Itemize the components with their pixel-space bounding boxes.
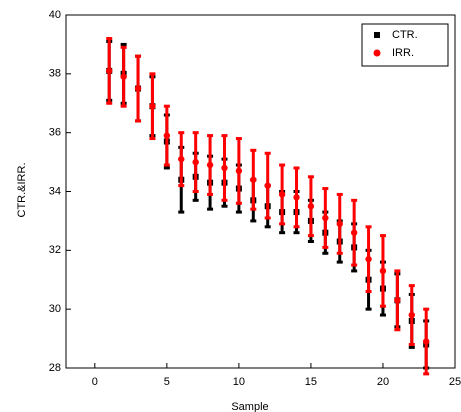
- y-tick-label: 40: [49, 9, 61, 21]
- x-tick-label: 15: [305, 376, 317, 388]
- marker: [206, 161, 214, 169]
- y-tick-label: 32: [49, 244, 61, 256]
- marker: [163, 132, 171, 139]
- marker: [134, 85, 142, 92]
- marker: [322, 214, 329, 222]
- x-tick-label: 10: [233, 376, 245, 388]
- marker: [293, 194, 300, 201]
- y-tick-label: 28: [49, 362, 61, 374]
- marker: [106, 67, 113, 75]
- legend-label: IRR.: [392, 47, 414, 59]
- marker: [307, 203, 315, 210]
- y-axis-label: CTR.&IRR.: [16, 163, 28, 218]
- y-tick-label: 38: [49, 68, 61, 80]
- legend-marker: [373, 49, 381, 57]
- y-tick-label: 30: [49, 303, 61, 315]
- marker: [379, 267, 387, 275]
- marker: [408, 311, 415, 319]
- marker: [394, 297, 401, 304]
- marker: [365, 255, 372, 263]
- legend-label: CTR.: [392, 29, 418, 41]
- marker: [336, 220, 343, 228]
- marker: [350, 229, 358, 236]
- marker: [422, 338, 430, 345]
- legend-box: [361, 23, 449, 67]
- legend-marker: [374, 32, 380, 38]
- marker: [250, 176, 257, 183]
- x-tick-label: 20: [377, 376, 389, 388]
- x-axis-label: Sample: [231, 401, 268, 412]
- x-tick-label: 0: [92, 376, 98, 388]
- marker: [221, 164, 228, 172]
- y-tick-label: 34: [49, 185, 61, 197]
- x-tick-label: 25: [449, 376, 461, 388]
- marker: [192, 158, 199, 166]
- marker: [178, 155, 185, 163]
- marker: [278, 191, 286, 198]
- y-tick-label: 36: [49, 127, 61, 139]
- marker: [235, 167, 243, 175]
- x-tick-label: 5: [164, 376, 170, 388]
- marker: [120, 73, 127, 80]
- marker: [264, 182, 271, 189]
- marker: [149, 102, 156, 110]
